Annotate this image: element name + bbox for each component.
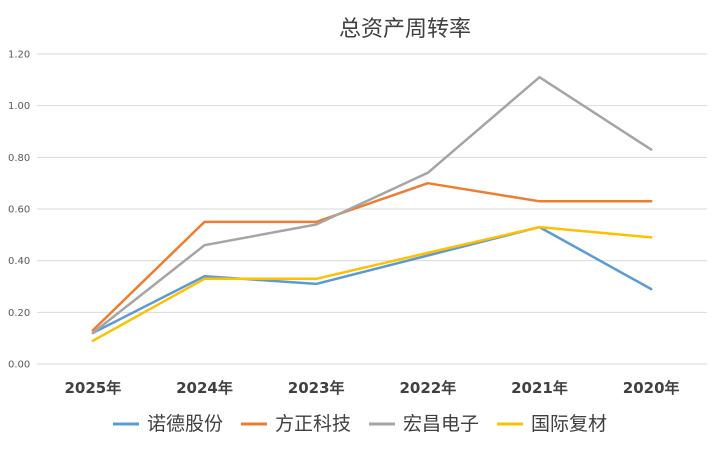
- series-line-2: [91, 181, 653, 332]
- series-line-1: [91, 225, 653, 335]
- y-tick-label: 0.80: [8, 153, 30, 164]
- chart-title: 总资产周转率: [339, 17, 471, 42]
- x-tick-label: 2020年: [623, 379, 680, 397]
- x-axis: 2025年 2024年 2023年 2022年 2021年 2020年: [64, 379, 679, 397]
- x-tick-label: 2024年: [176, 379, 233, 397]
- x-tick-label: 2021年: [511, 379, 568, 397]
- y-tick-label: 0.60: [8, 205, 30, 216]
- series-layer: [91, 75, 653, 343]
- y-axis: 0.00 0.20 0.40 0.60 0.80 1.00 1.20: [8, 50, 30, 371]
- series-line-3: [91, 75, 653, 335]
- legend-label: 国际复材: [531, 413, 607, 435]
- y-tick-label: 0.00: [8, 360, 30, 371]
- legend-label: 方正科技: [275, 413, 351, 435]
- y-tick-label: 0.20: [8, 308, 30, 319]
- x-tick-label: 2025年: [64, 379, 121, 397]
- x-tick-label: 2022年: [399, 379, 456, 397]
- y-tick-label: 0.40: [8, 256, 30, 267]
- legend: 诺德股份 方正科技 宏昌电子 国际复材: [113, 413, 607, 435]
- grid: [37, 53, 707, 365]
- x-tick-label: 2023年: [288, 379, 345, 397]
- legend-label: 诺德股份: [147, 413, 223, 435]
- y-tick-label: 1.00: [8, 101, 30, 112]
- y-tick-label: 1.20: [8, 50, 30, 61]
- legend-label: 宏昌电子: [403, 413, 479, 435]
- series-line-4: [91, 225, 653, 343]
